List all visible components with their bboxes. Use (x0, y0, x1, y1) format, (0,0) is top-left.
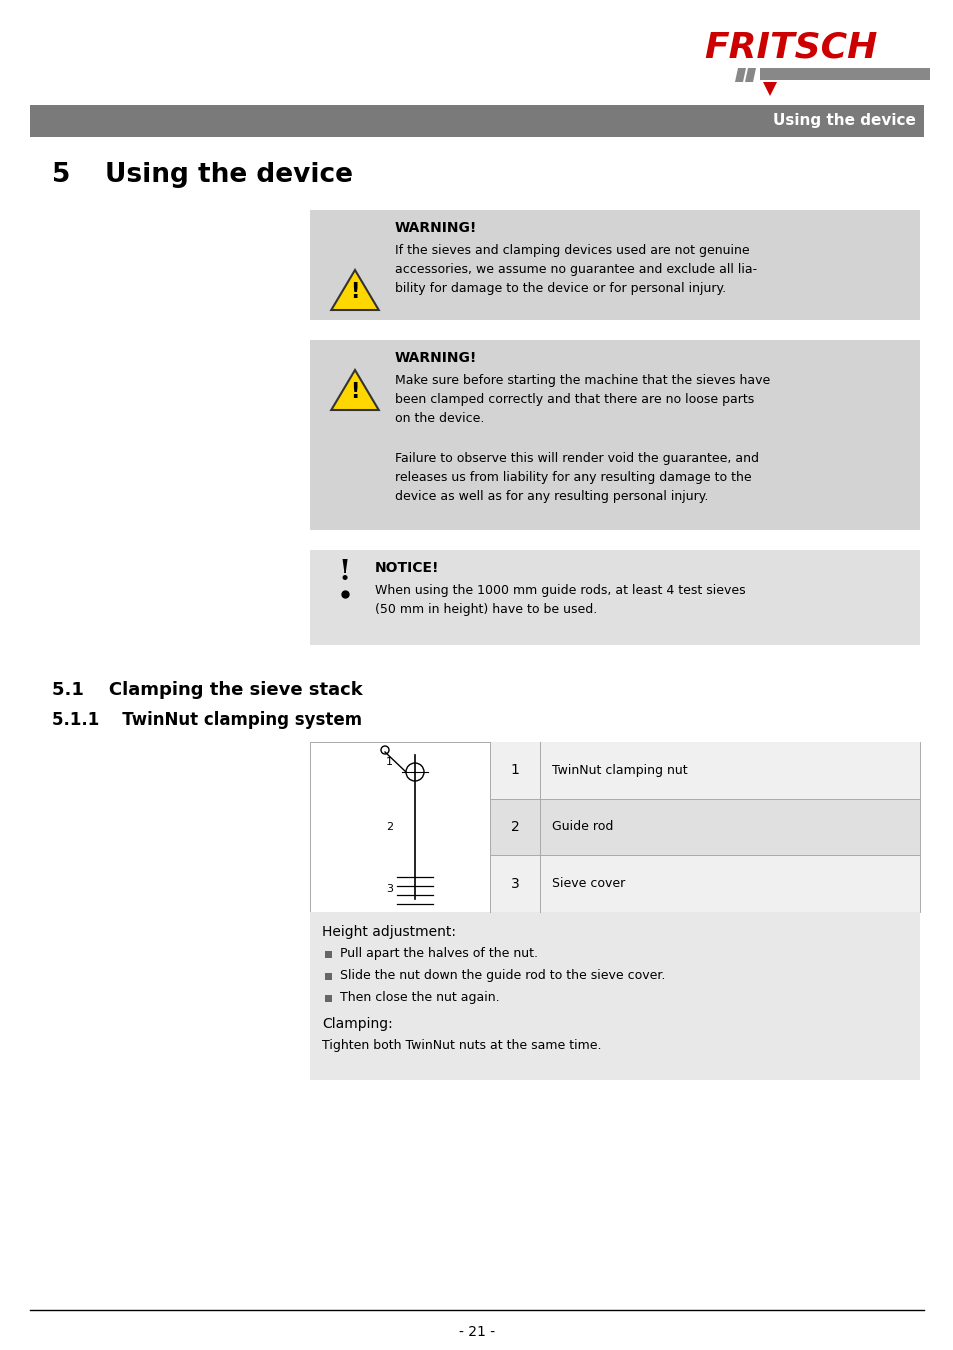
Text: When using the 1000 mm guide rods, at least 4 test sieves
(50 mm in height) have: When using the 1000 mm guide rods, at le… (375, 585, 745, 616)
FancyBboxPatch shape (490, 856, 919, 913)
Polygon shape (762, 82, 776, 96)
Text: Using the device: Using the device (772, 113, 915, 128)
FancyBboxPatch shape (30, 105, 923, 136)
Text: TwinNut clamping nut: TwinNut clamping nut (552, 764, 687, 776)
Text: Then close the nut again.: Then close the nut again. (339, 991, 499, 1004)
Text: 5.1.1    TwinNut clamping system: 5.1.1 TwinNut clamping system (52, 711, 362, 729)
Text: 1: 1 (386, 757, 393, 767)
Text: 1: 1 (510, 763, 518, 778)
Text: 3: 3 (386, 884, 393, 894)
Polygon shape (744, 68, 755, 82)
Text: Sieve cover: Sieve cover (552, 878, 624, 890)
Polygon shape (734, 68, 745, 82)
Text: 2: 2 (510, 819, 518, 834)
Text: WARNING!: WARNING! (395, 221, 476, 235)
Polygon shape (331, 270, 378, 310)
Polygon shape (331, 370, 378, 410)
FancyBboxPatch shape (310, 211, 919, 320)
FancyBboxPatch shape (760, 68, 929, 80)
Text: !: ! (338, 559, 351, 586)
Text: Guide rod: Guide rod (552, 821, 613, 833)
Text: 3: 3 (510, 876, 518, 891)
Text: NOTICE!: NOTICE! (375, 562, 439, 575)
FancyBboxPatch shape (490, 743, 919, 799)
Text: Clamping:: Clamping: (322, 1017, 393, 1031)
Text: - 21 -: - 21 - (458, 1324, 495, 1339)
Text: 5.1    Clamping the sieve stack: 5.1 Clamping the sieve stack (52, 680, 362, 699)
FancyBboxPatch shape (310, 549, 919, 645)
FancyBboxPatch shape (310, 743, 490, 913)
Text: FRITSCH: FRITSCH (704, 31, 877, 65)
Text: If the sieves and clamping devices used are not genuine
accessories, we assume n: If the sieves and clamping devices used … (395, 244, 757, 296)
FancyBboxPatch shape (325, 950, 332, 957)
Text: Failure to observe this will render void the guarantee, and
releases us from lia: Failure to observe this will render void… (395, 452, 759, 504)
FancyBboxPatch shape (490, 799, 919, 856)
Text: !: ! (350, 282, 359, 302)
Text: Using the device: Using the device (105, 162, 353, 188)
FancyBboxPatch shape (325, 972, 332, 980)
FancyBboxPatch shape (310, 743, 919, 913)
Text: 5: 5 (52, 162, 71, 188)
Text: 2: 2 (385, 822, 393, 832)
Text: WARNING!: WARNING! (395, 351, 476, 364)
Text: Tighten both TwinNut nuts at the same time.: Tighten both TwinNut nuts at the same ti… (322, 1040, 601, 1053)
FancyBboxPatch shape (310, 340, 919, 531)
Text: Make sure before starting the machine that the sieves have
been clamped correctl: Make sure before starting the machine th… (395, 374, 769, 425)
FancyBboxPatch shape (310, 913, 919, 1080)
Text: !: ! (350, 382, 359, 402)
FancyBboxPatch shape (325, 995, 332, 1002)
Text: Height adjustment:: Height adjustment: (322, 925, 456, 940)
Text: Slide the nut down the guide rod to the sieve cover.: Slide the nut down the guide rod to the … (339, 969, 664, 983)
Text: Pull apart the halves of the nut.: Pull apart the halves of the nut. (339, 948, 537, 960)
